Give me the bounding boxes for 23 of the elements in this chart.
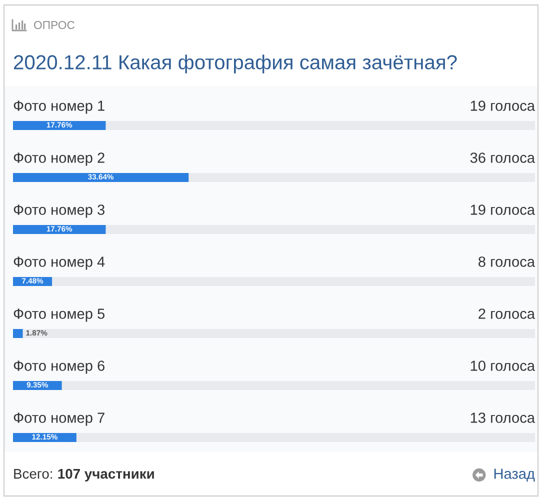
y-tick-label: Фото номер 3 xyxy=(14,204,104,218)
bar xyxy=(13,329,23,338)
chart-title: 2020.12.11 Какая фотография самая зачётная? xyxy=(14,54,457,74)
y-tick-label: Фото номер 6 xyxy=(14,360,104,374)
text: ОПРОС xyxy=(34,20,75,30)
text: 107 участники xyxy=(58,468,154,482)
annotation: 13 голоса xyxy=(470,412,536,423)
y-tick-label: Фото номер 1 xyxy=(14,100,104,114)
bar xyxy=(13,225,106,234)
annotation: 19 голоса xyxy=(470,204,536,215)
y-tick-label: Фото номер 5 xyxy=(14,308,105,322)
annotation: 10 голоса xyxy=(470,360,536,371)
annotation: 2 голоса xyxy=(478,308,536,319)
annotation: 36 голоса xyxy=(470,152,536,163)
y-tick-label: Фото номер 2 xyxy=(14,152,104,166)
y-tick-label: Фото номер 7 xyxy=(14,412,104,426)
bar xyxy=(13,433,76,442)
annotation: 19 голоса xyxy=(470,100,536,111)
annotation: 8 голоса xyxy=(478,256,536,267)
y-tick-label: Фото номер 4 xyxy=(14,256,105,270)
text: Всего: xyxy=(14,469,52,479)
bar xyxy=(13,121,106,130)
text: Назад xyxy=(494,468,535,482)
